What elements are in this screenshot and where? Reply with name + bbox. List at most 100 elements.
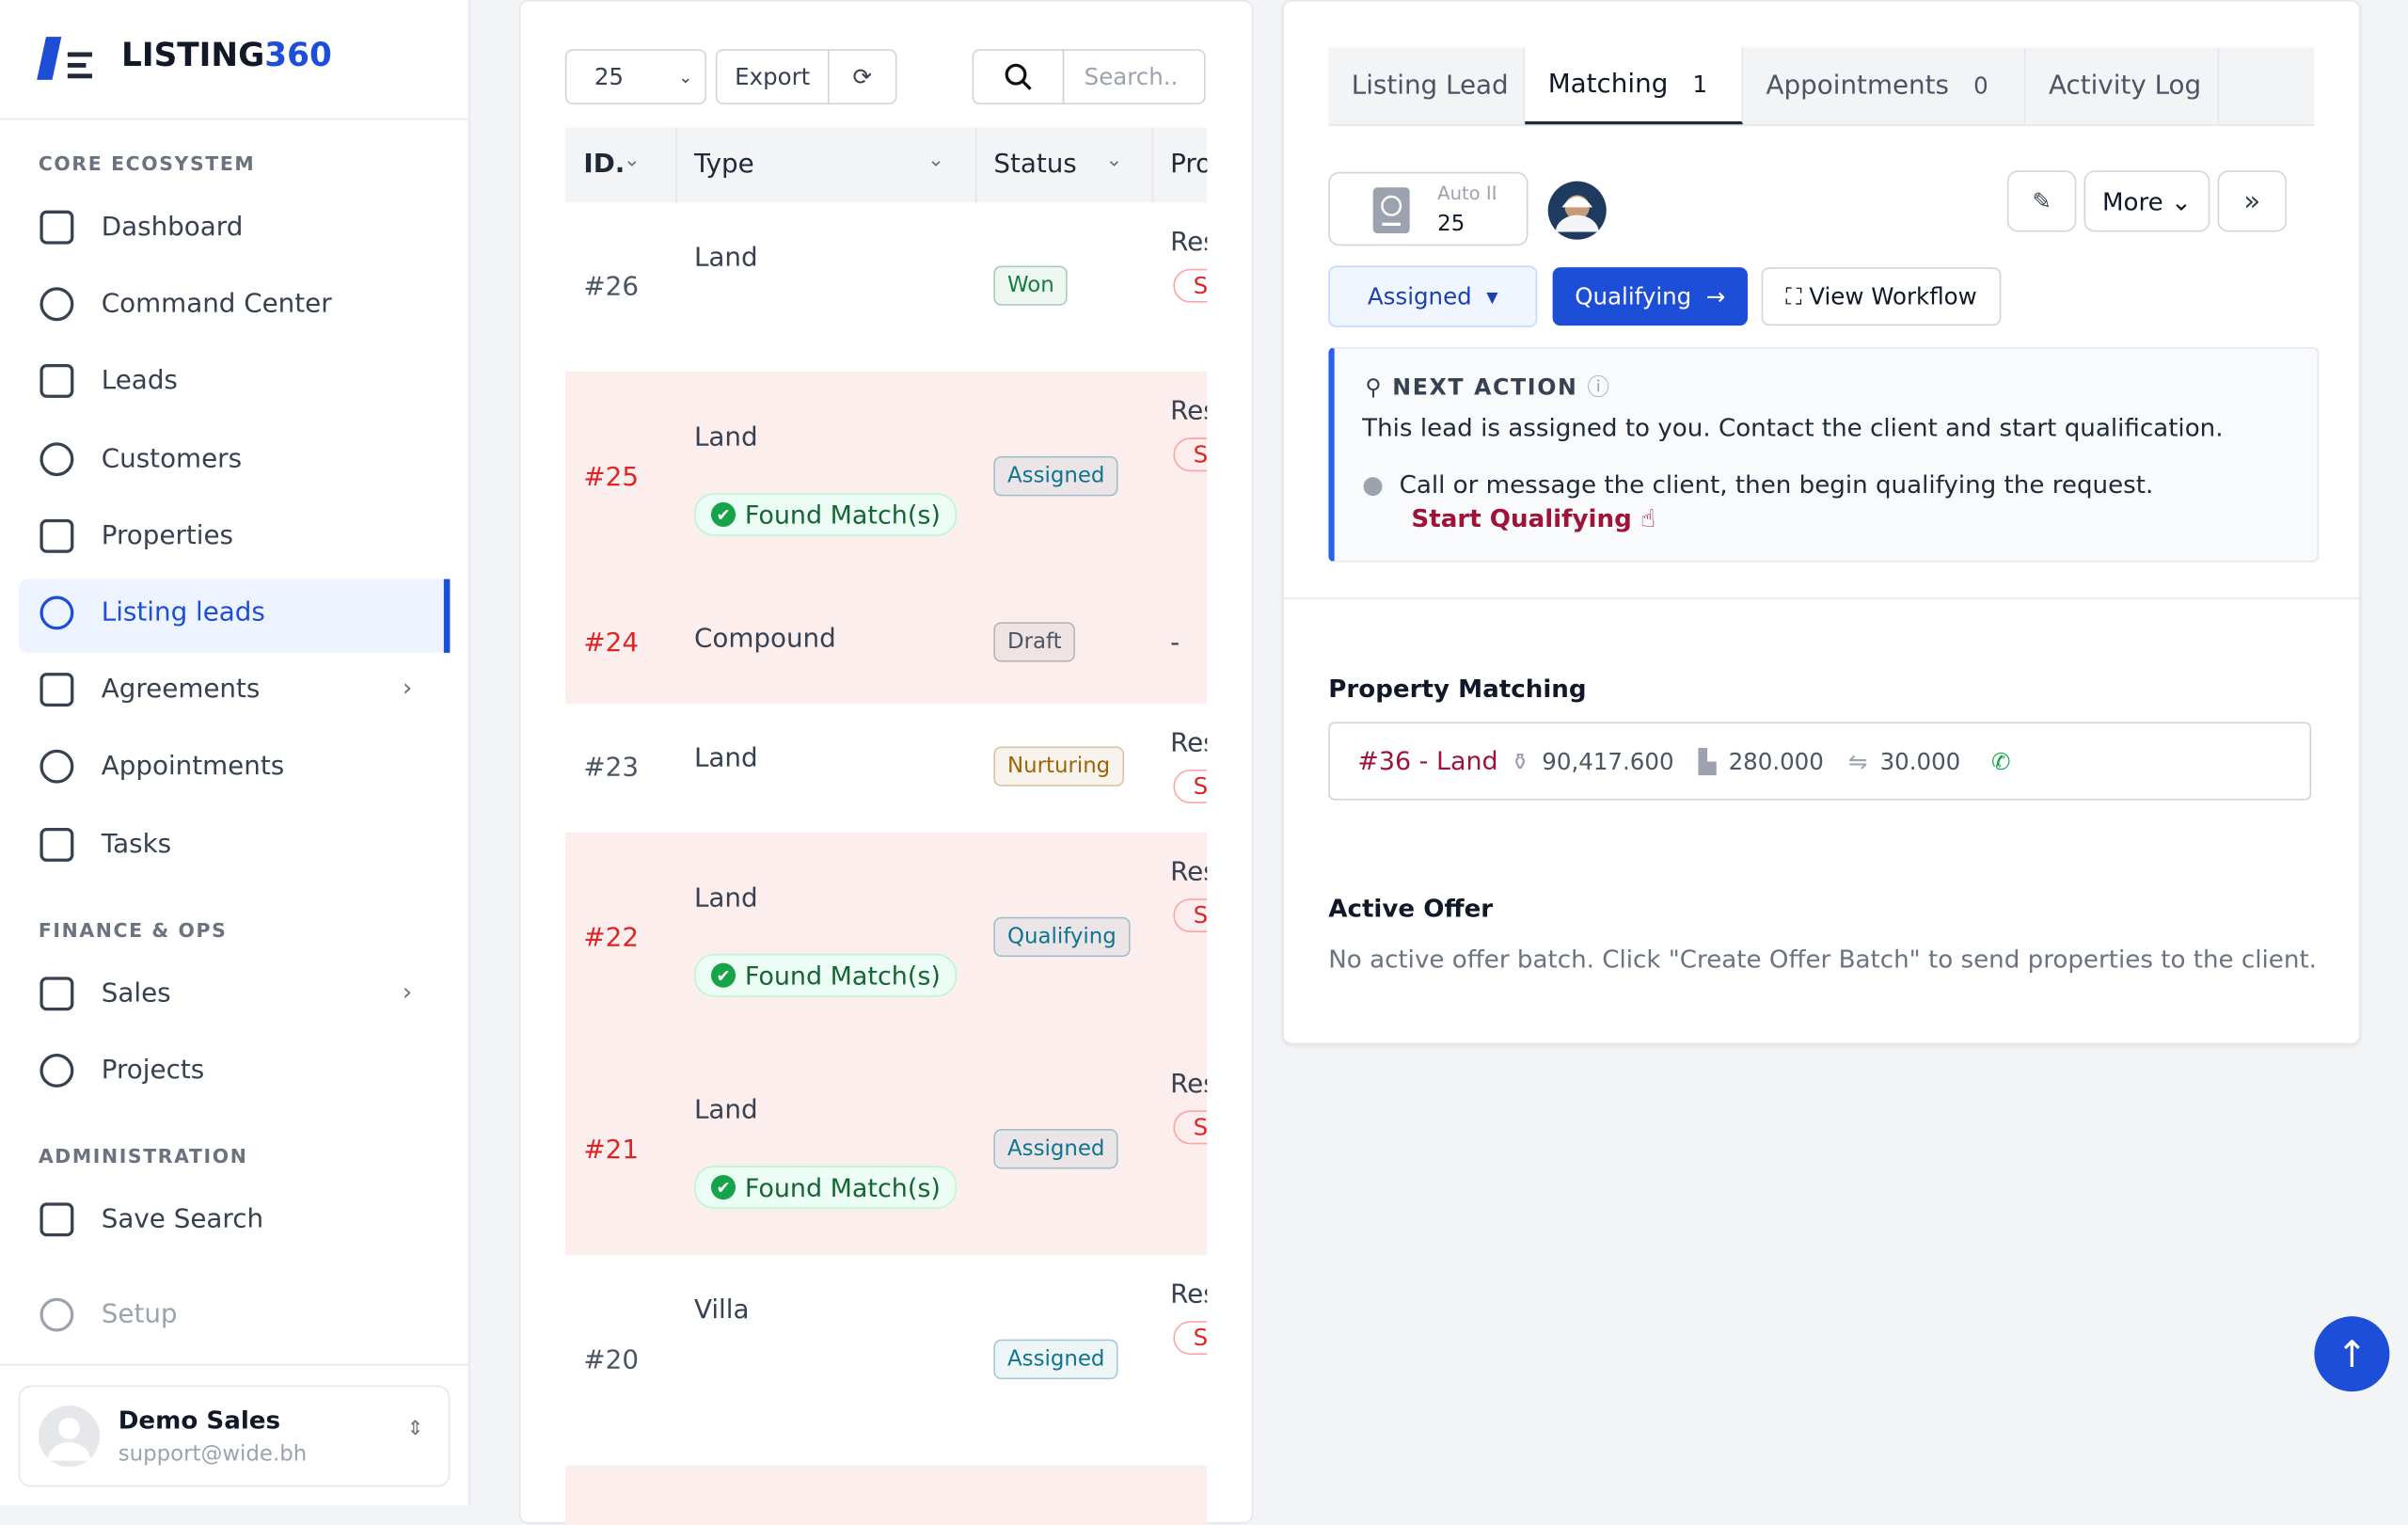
id-icon (1372, 187, 1410, 234)
match-area: 280.000 (1728, 747, 1824, 775)
nav-icon (40, 1054, 74, 1088)
table-row[interactable] (564, 1254, 1208, 1468)
col-sep (1151, 127, 1154, 203)
auto-id-value: 25 (1437, 212, 1465, 237)
match-title: #36 - Land (1357, 746, 1498, 776)
nav-item[interactable]: Setup (101, 1299, 178, 1331)
nav-item[interactable]: Listing leads (101, 597, 265, 628)
lead-id: #25 (583, 462, 640, 494)
nav-item[interactable]: Command Center (101, 289, 332, 320)
nav-chevron: › (402, 673, 413, 703)
user-name: Demo Sales (118, 1405, 281, 1435)
nav-item[interactable]: Sales (101, 978, 171, 1009)
match-badge: ✔ Found Match(s) (693, 953, 958, 997)
nav-section: FINANCE & OPS (38, 918, 228, 942)
lead-id: #21 (583, 1134, 640, 1166)
nav-item[interactable]: Agreements (101, 675, 261, 706)
nav-item[interactable]: Appointments (101, 752, 285, 783)
property-tag: S (1173, 1321, 1208, 1355)
match-item[interactable]: #36 - Land ⚱ 90,417.600 ▙ 280.000 ⇋ 30.000 … (1328, 722, 2312, 801)
more-button[interactable]: More ⌄ (2083, 170, 2210, 232)
status-label: Assigned (1367, 282, 1472, 310)
edit-button[interactable]: ✎ (2006, 170, 2077, 232)
table-row[interactable] (564, 372, 1208, 586)
property-tag: S (1173, 437, 1208, 472)
table-row (564, 1465, 1208, 1525)
agent-avatar (1547, 181, 1607, 240)
table-row[interactable] (564, 703, 1208, 834)
check-icon: ✔ (710, 1174, 737, 1200)
property-text: Res (1170, 396, 1207, 427)
lead-type: Villa (693, 1295, 750, 1326)
property-text: Res (1170, 1279, 1207, 1311)
nav-item[interactable]: Leads (101, 366, 178, 397)
tab-label: Appointments (1766, 71, 1949, 102)
nav-item[interactable]: Projects (101, 1055, 205, 1087)
nav-item[interactable]: Properties (101, 520, 234, 551)
tab[interactable]: Matching 1 (1525, 47, 1744, 125)
nav-icon (40, 1297, 74, 1332)
column-header[interactable]: Type (693, 149, 754, 181)
table-row[interactable] (564, 583, 1208, 706)
auto-id: Auto ID 25 (1328, 171, 1529, 246)
column-header[interactable]: Status (993, 149, 1077, 181)
lead-id: #23 (583, 752, 640, 784)
nav-item[interactable]: Customers (101, 443, 243, 474)
matching-title: Property Matching (1328, 674, 1587, 704)
search-input[interactable]: Search.. (1062, 49, 1206, 105)
workflow-button[interactable]: ⛶ View Workflow (1761, 267, 2002, 326)
status-badge: Draft (993, 622, 1076, 662)
scroll-top[interactable]: ↑ (2314, 1316, 2390, 1392)
property-text: Res (1170, 1069, 1207, 1100)
property-tag: S (1173, 268, 1208, 303)
chevron: ⇕ (406, 1417, 424, 1441)
next-action-hint: ● Call or message the client, then begin… (1362, 469, 2154, 500)
nav-item[interactable]: Dashboard (101, 212, 244, 243)
status-badge: Won (993, 265, 1069, 306)
property-tag: S (1173, 769, 1208, 803)
tabs: Listing Lead Matching 1 Appointments 0 Activi… (1328, 47, 2315, 126)
tab-label: Matching (1547, 69, 1669, 101)
property-tag: S (1173, 1110, 1208, 1145)
hint-text: Call or message the client, then begin q… (1399, 469, 2154, 500)
expand-button[interactable]: » (2217, 170, 2288, 232)
user-card[interactable]: Demo Sales support@wide.bh ⇕ (18, 1385, 451, 1487)
table-row[interactable] (564, 202, 1208, 373)
check-icon: ✔ (710, 962, 737, 988)
tab-count: 1 (1692, 71, 1708, 99)
property-text: Res (1170, 727, 1207, 759)
tab[interactable]: Activity Log (2025, 47, 2220, 125)
start-link[interactable]: Start Qualifying ☝ (1411, 503, 1656, 533)
column-header[interactable]: ID. (583, 149, 626, 181)
tab-label: Activity Log (2048, 71, 2202, 102)
tab-label: Listing Lead (1351, 71, 1509, 102)
nav-item[interactable]: Tasks (101, 828, 172, 860)
stage-button[interactable]: Qualifying → (1552, 267, 1748, 326)
property-tag: S (1173, 898, 1208, 933)
search-button[interactable] (972, 49, 1065, 105)
nav-icon (40, 364, 74, 399)
property-text: - (1170, 627, 1180, 659)
search-icon (1005, 63, 1032, 90)
sort-icon: ⌄ (927, 149, 944, 172)
col-sep (675, 127, 677, 203)
status-button[interactable]: Assigned ▾ (1328, 265, 1538, 327)
status-badge: Qualifying (993, 916, 1131, 958)
start-link-text: Start Qualifying (1411, 503, 1632, 533)
match-badge: ✔ Found Match(s) (693, 1166, 958, 1209)
page-size-value: 25 (594, 62, 625, 91)
nav-chevron: › (402, 977, 413, 1007)
column-header[interactable]: Pro (1170, 149, 1207, 181)
export-button[interactable]: Export (715, 49, 830, 105)
sort-icon: ⌄ (1105, 149, 1123, 172)
col-sep (974, 127, 977, 203)
page-size[interactable]: 25 ⌄ (564, 49, 707, 105)
refresh-button[interactable]: ⟳ (827, 49, 897, 105)
tab[interactable]: Listing Lead (1328, 47, 1526, 125)
lead-type: Land (693, 743, 758, 774)
nav-item[interactable]: Save Search (101, 1204, 264, 1235)
tab[interactable]: Appointments 0 (1743, 47, 2026, 125)
check-icon: ✔ (710, 501, 737, 527)
next-action-message: This lead is assigned to you. Contact th… (1362, 413, 2224, 443)
next-action: ⚲ NEXT ACTION ⓘ This lead is assigned to… (1328, 346, 2320, 563)
